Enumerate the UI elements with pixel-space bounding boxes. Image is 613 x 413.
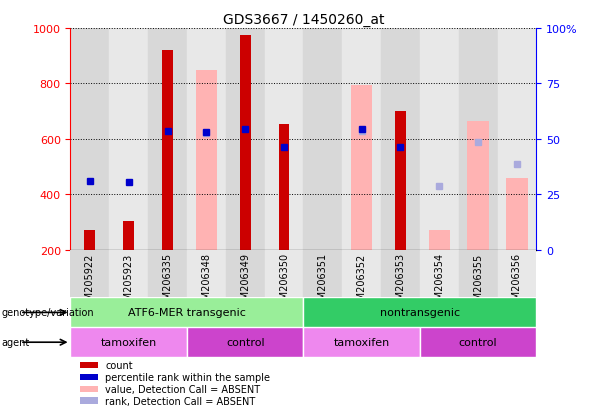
Bar: [278, 124, 289, 250]
Bar: [226, 250, 265, 298]
Bar: [70, 328, 187, 357]
Bar: [342, 29, 381, 250]
Bar: [351, 85, 372, 250]
Text: nontransgenic: nontransgenic: [380, 308, 460, 318]
Bar: [80, 386, 99, 392]
Bar: [109, 250, 148, 298]
Bar: [226, 29, 265, 250]
Bar: [303, 250, 342, 298]
Bar: [395, 112, 406, 250]
Text: GSM206351: GSM206351: [318, 253, 328, 312]
Bar: [459, 29, 498, 250]
Bar: [148, 29, 187, 250]
Text: GSM206350: GSM206350: [279, 253, 289, 312]
Text: GSM206356: GSM206356: [512, 253, 522, 312]
Bar: [498, 250, 536, 298]
Bar: [303, 328, 420, 357]
Text: GSM205923: GSM205923: [124, 253, 134, 312]
Bar: [420, 328, 536, 357]
Bar: [187, 328, 303, 357]
Bar: [381, 29, 420, 250]
Text: GSM206355: GSM206355: [473, 253, 483, 312]
Bar: [162, 51, 173, 250]
Text: genotype/variation: genotype/variation: [1, 308, 94, 318]
Bar: [468, 121, 489, 250]
Bar: [70, 298, 303, 328]
Bar: [85, 231, 96, 250]
Text: GSM206354: GSM206354: [435, 253, 444, 312]
Bar: [70, 250, 109, 298]
Bar: [123, 221, 134, 250]
Bar: [80, 374, 99, 380]
Text: agent: agent: [1, 337, 29, 347]
Bar: [265, 29, 303, 250]
Bar: [109, 29, 148, 250]
Bar: [428, 231, 450, 250]
Bar: [196, 71, 217, 250]
Bar: [303, 29, 342, 250]
Text: control: control: [459, 337, 498, 347]
Bar: [265, 250, 303, 298]
Text: GSM206352: GSM206352: [357, 253, 367, 312]
Bar: [303, 298, 536, 328]
Bar: [459, 250, 498, 298]
Text: tamoxifen: tamoxifen: [101, 337, 157, 347]
Bar: [240, 36, 251, 250]
Bar: [187, 29, 226, 250]
Bar: [342, 250, 381, 298]
Text: GSM206335: GSM206335: [162, 253, 172, 312]
Bar: [420, 29, 459, 250]
Bar: [420, 250, 459, 298]
Text: ATF6-MER transgenic: ATF6-MER transgenic: [128, 308, 246, 318]
Bar: [187, 250, 226, 298]
Text: GSM206349: GSM206349: [240, 253, 250, 311]
Title: GDS3667 / 1450260_at: GDS3667 / 1450260_at: [223, 12, 384, 26]
Text: value, Detection Call = ABSENT: value, Detection Call = ABSENT: [105, 384, 261, 394]
Text: tamoxifen: tamoxifen: [333, 337, 390, 347]
Text: rank, Detection Call = ABSENT: rank, Detection Call = ABSENT: [105, 396, 256, 406]
Bar: [70, 29, 109, 250]
Bar: [80, 397, 99, 404]
Bar: [498, 29, 536, 250]
Text: GSM206348: GSM206348: [202, 253, 211, 311]
Text: count: count: [105, 360, 133, 370]
Bar: [80, 362, 99, 368]
Text: GSM206353: GSM206353: [395, 253, 405, 312]
Text: percentile rank within the sample: percentile rank within the sample: [105, 372, 270, 382]
Text: GSM205922: GSM205922: [85, 253, 95, 312]
Bar: [506, 178, 528, 250]
Bar: [381, 250, 420, 298]
Text: control: control: [226, 337, 265, 347]
Bar: [148, 250, 187, 298]
